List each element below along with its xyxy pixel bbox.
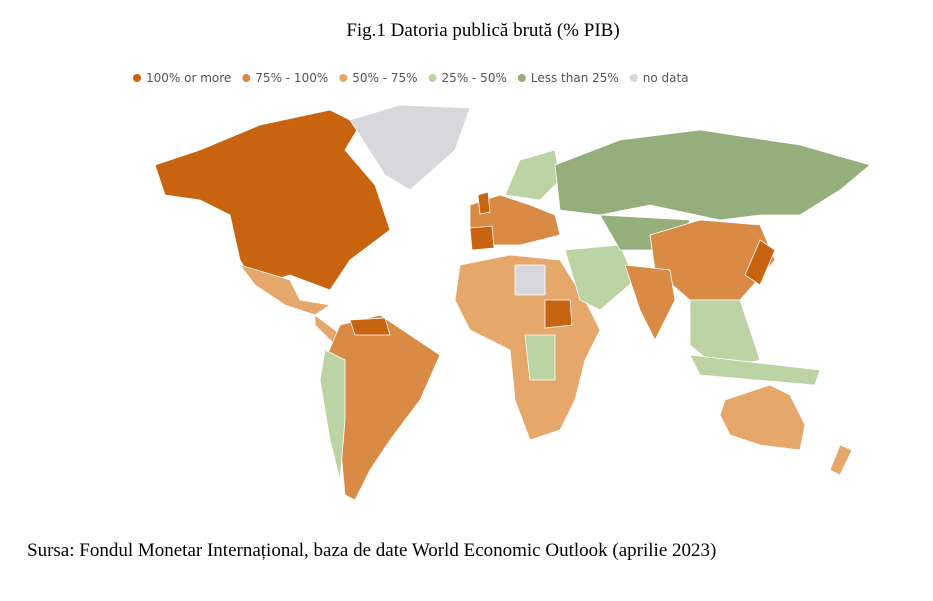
russia: [554, 129, 871, 221]
sudan: [544, 299, 573, 329]
legend-label: 50% - 75%: [352, 71, 417, 85]
india: [624, 264, 676, 341]
legend-label: 25% - 50%: [442, 71, 507, 85]
source-note: Sursa: Fondul Monetar Internațional, baz…: [27, 540, 716, 561]
north-america: [154, 109, 391, 291]
legend-label: Less than 25%: [531, 71, 619, 85]
libya: [514, 264, 546, 296]
scandinavia: [504, 149, 561, 201]
mexico: [238, 264, 332, 316]
legend-label: no data: [643, 71, 689, 85]
legend-swatch: [133, 74, 141, 82]
legend-swatch: [428, 74, 437, 82]
venezuela: [349, 317, 391, 336]
legend-swatch: [339, 74, 348, 82]
legend-swatch: [629, 74, 638, 82]
legend-swatch: [517, 74, 526, 82]
new-zealand: [829, 444, 853, 476]
legend: 100% or more 75% - 100% 50% - 75% 25% - 50%…: [133, 71, 689, 85]
japan: [744, 239, 776, 286]
legend-label: 75% - 100%: [255, 71, 328, 85]
central-africa: [524, 334, 556, 381]
indonesia: [689, 354, 821, 386]
greenland: [349, 104, 471, 191]
middle-east: [564, 244, 636, 311]
title: Fig.1 Datoria publică brută (% PIB): [346, 20, 619, 41]
andes-region: [319, 349, 346, 481]
world-map: [154, 104, 871, 501]
uk: [477, 191, 491, 215]
legend-label: 100% or more: [146, 71, 231, 85]
australia: [719, 384, 806, 451]
legend-swatch: [242, 74, 251, 82]
iberia: [469, 225, 495, 251]
